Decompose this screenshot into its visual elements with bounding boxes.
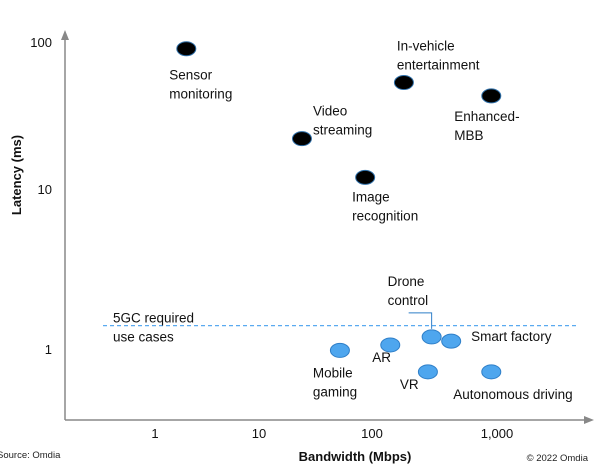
y-tick-label: 100 (30, 35, 52, 50)
source-note: Source: Omdia (0, 450, 61, 461)
data-point (441, 333, 462, 349)
point-label: AR (372, 350, 391, 365)
point-label: In-vehicle entertainment (397, 39, 480, 73)
point-label: Mobile gaming (313, 365, 357, 399)
copyright-note: © 2022 Omdia (527, 453, 589, 464)
axes (61, 30, 594, 424)
point-label: Enhanced-MBB (454, 109, 519, 143)
y-axis-arrow (61, 30, 69, 40)
x-tick-label: 1 (151, 426, 158, 441)
point-label: Drone control (388, 274, 429, 308)
x-tick-label: 100 (361, 426, 383, 441)
leader-line (408, 312, 433, 329)
data-point (291, 131, 312, 147)
data-point (329, 342, 350, 358)
data-point (481, 88, 502, 104)
data-point (393, 75, 414, 91)
point-label: Image recognition (352, 189, 418, 223)
point-label: Smart factory (471, 329, 552, 344)
y-tick-label: 10 (38, 182, 52, 197)
data-point (417, 364, 438, 380)
data-point (355, 169, 376, 185)
x-axis-arrow (584, 416, 594, 424)
x-tick-label: 10 (252, 426, 266, 441)
data-point (481, 364, 502, 380)
y-axis-title: Latency (ms) (9, 135, 24, 215)
point-label: Video streaming (313, 104, 372, 138)
x-axis-title: Bandwidth (Mbps) (299, 449, 412, 464)
data-point (176, 41, 197, 57)
point-label: VR (400, 377, 419, 392)
x-tick-label: 1,000 (481, 426, 514, 441)
point-label: Sensor monitoring (169, 68, 232, 102)
threshold-label: 5GC required use cases (113, 311, 194, 345)
data-point (421, 329, 442, 345)
data-point (380, 337, 401, 353)
point-label: Autonomous driving (453, 387, 572, 402)
y-tick-label: 1 (45, 342, 52, 357)
